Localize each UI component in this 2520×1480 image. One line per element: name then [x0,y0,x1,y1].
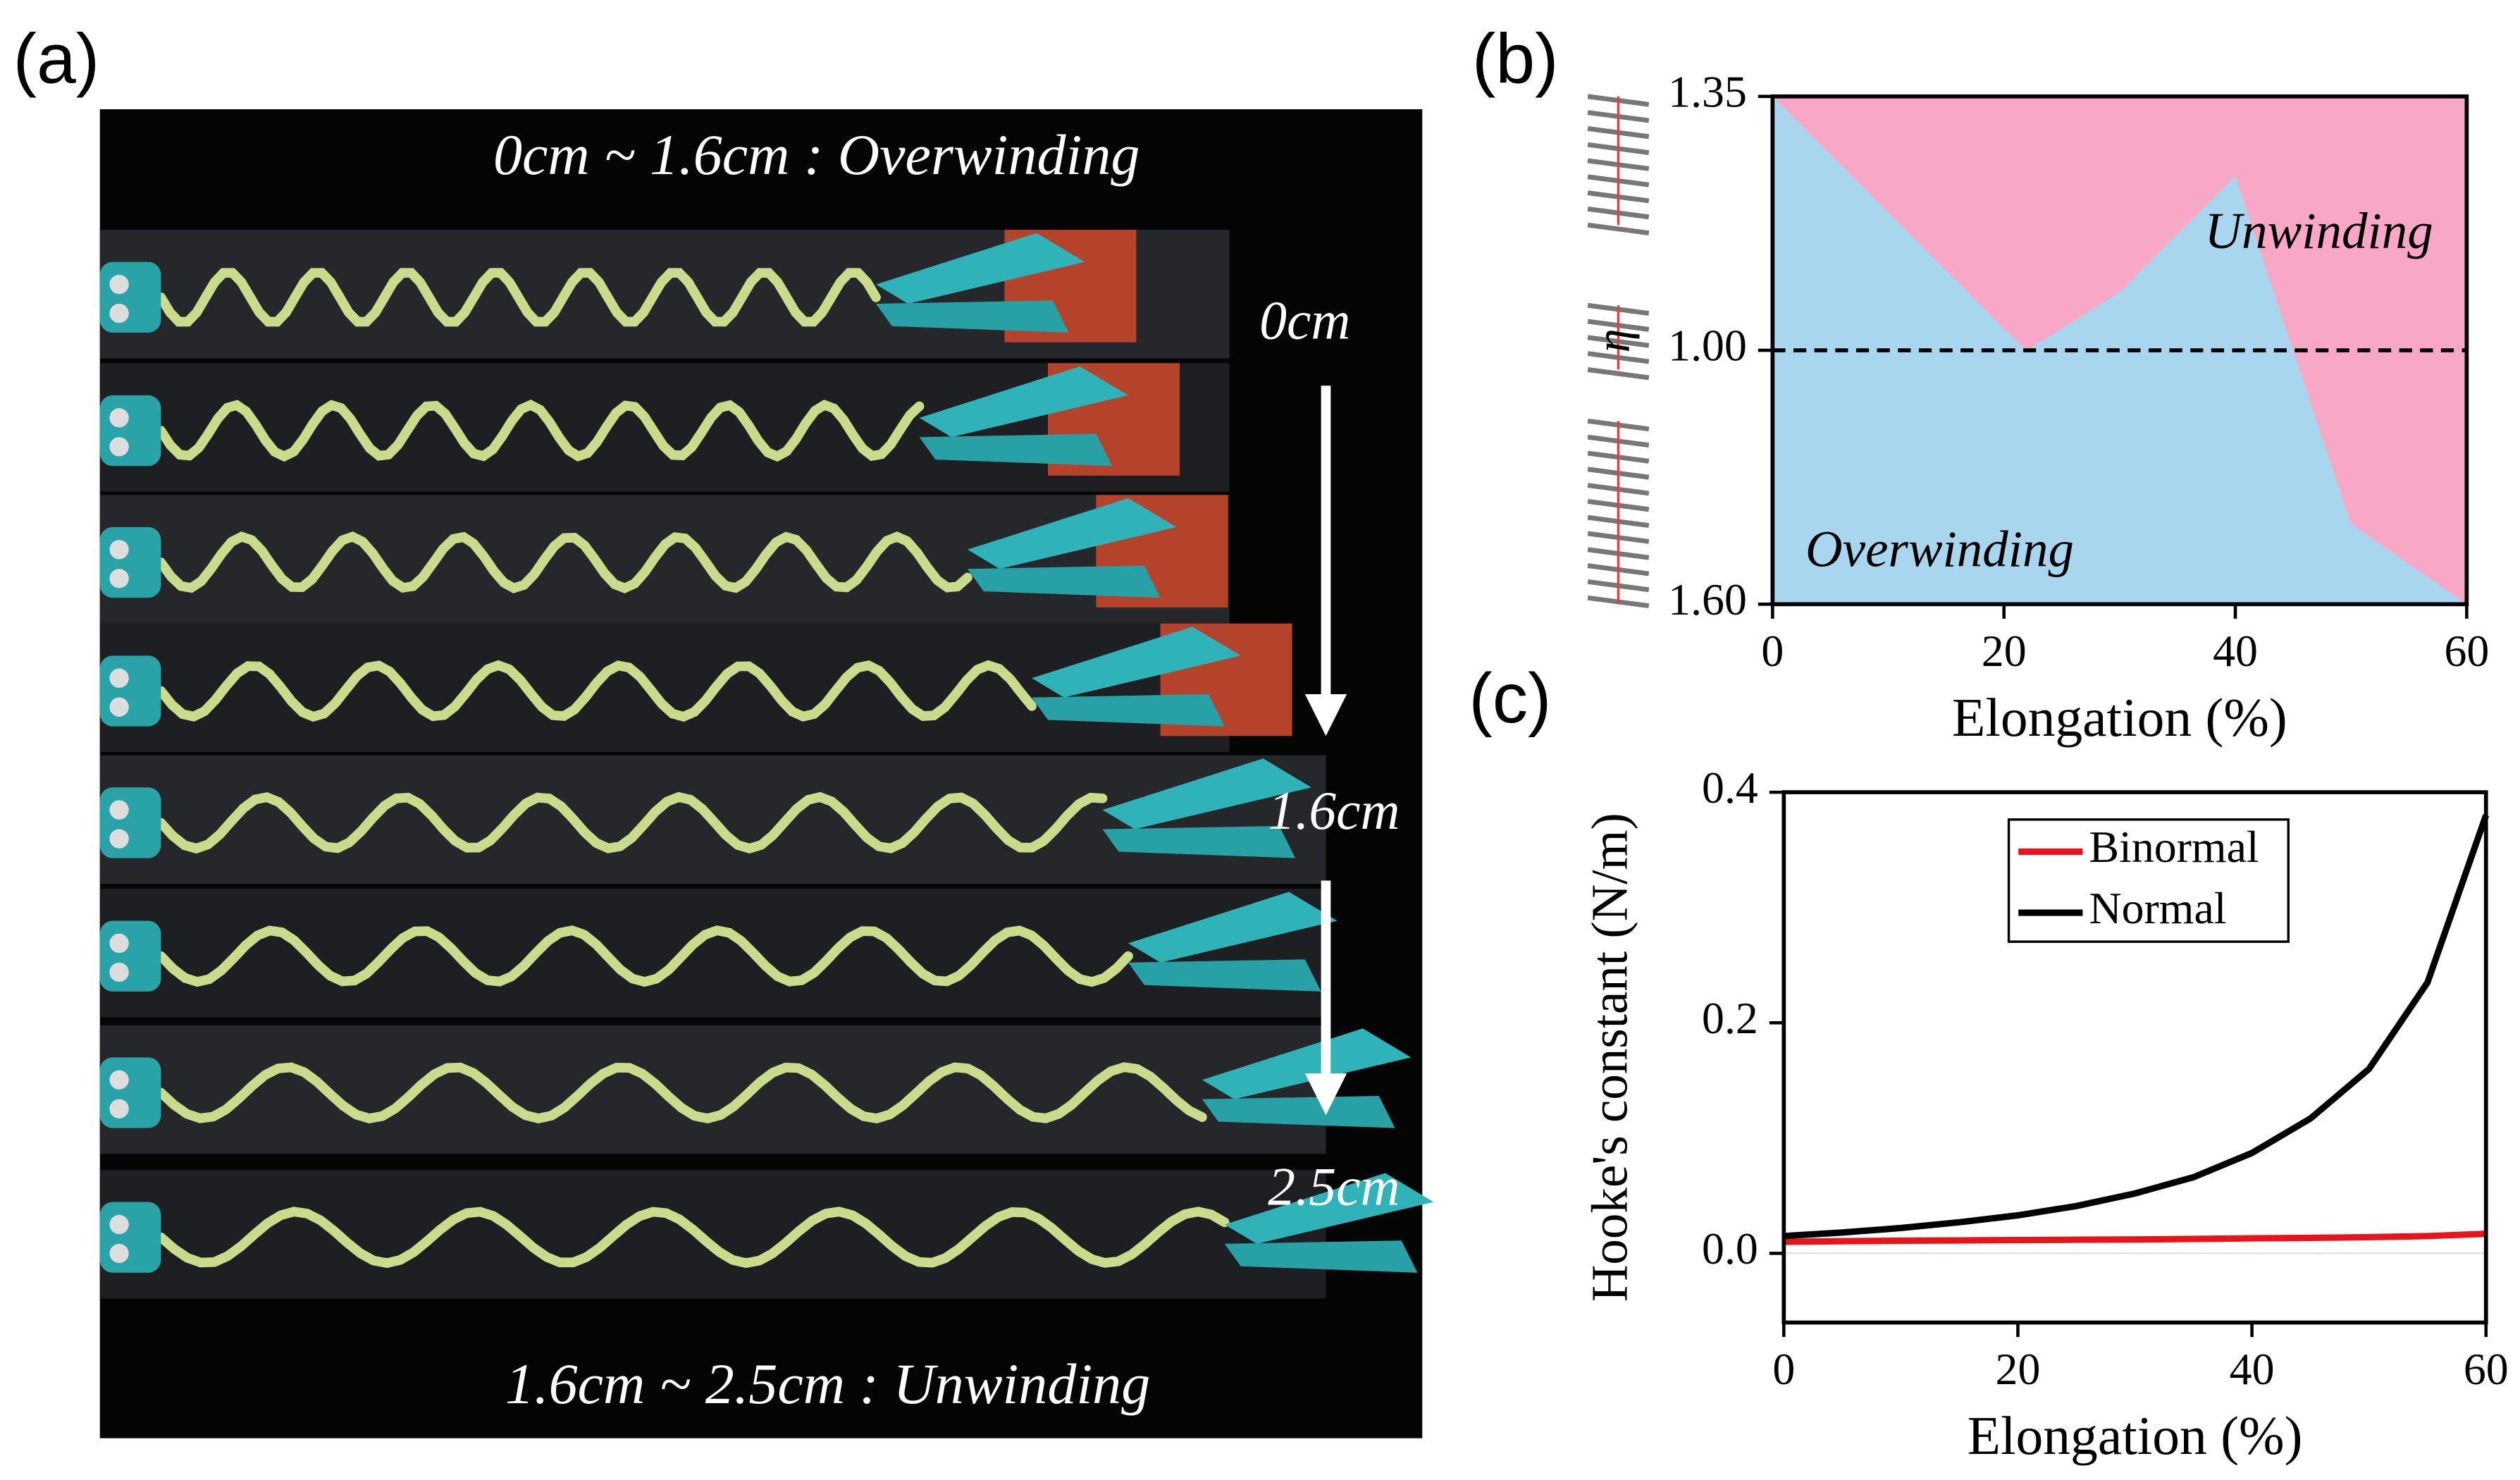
spring [156,400,925,462]
clip-dot [109,697,129,717]
panel-label: (c) [1469,659,1551,738]
y-tick-label: 0.2 [1702,993,1758,1043]
clip-dot [109,303,129,323]
spring [156,268,881,327]
clip [919,433,1113,467]
clip [99,395,161,467]
clip [1202,1028,1412,1099]
photo-springs [99,230,1434,1299]
series-line [1784,814,2490,1240]
x-tick-label: 20 [1996,1344,2041,1394]
photo-strip [99,888,1326,1018]
clip [1032,627,1241,698]
clip-dot [109,1243,129,1264]
clip [876,233,1085,304]
clip [99,920,161,992]
clip-dot [109,800,129,820]
arrow [1304,386,1347,736]
clip-dot [109,933,129,954]
x-tick-label: 0 [1772,1344,1795,1394]
x-tick-label: 60 [2464,1344,2509,1394]
x-tick-label: 0 [1761,626,1784,676]
y-tick-label: 1.60 [1668,574,1747,624]
clip-dot [109,1214,129,1235]
x-axis-label: Elongation (%) [1968,1405,2303,1466]
photo-title: 1.6cm ~ 2.5cm : Unwinding [505,1352,1150,1416]
y-axis-label: η [1586,328,1640,352]
clip [968,565,1161,598]
clip-dot [109,1070,129,1090]
clip [1102,825,1296,858]
clip [99,1057,161,1128]
photo-marker: 2.5cm [1268,1157,1400,1217]
x-tick-label: 20 [1982,626,2027,676]
clip [1224,1173,1434,1244]
clip [876,300,1069,333]
photo-title: 0cm ~ 1.6cm : Overwinding [493,123,1139,187]
legend-label: Normal [2089,883,2227,933]
y-tick-label: 1.35 [1668,66,1747,116]
region-label: Overwinding [1805,520,2074,577]
clip-dot [109,408,129,428]
clip-dot [109,437,129,457]
clip [968,498,1177,569]
spring [156,660,1037,722]
region-label: Unwinding [2204,202,2433,259]
legend-box [2007,818,2290,943]
plot-frame [1781,790,2488,1325]
clip [99,526,161,598]
clip [1128,892,1338,963]
spring [156,531,972,593]
y-tick-label: 0.4 [1702,763,1758,813]
spring [156,791,1108,854]
clip [1202,1096,1395,1128]
photo-marker: 0cm [1259,290,1350,351]
y-tick-label: 1.00 [1668,321,1747,371]
clip [99,655,161,727]
clip-dot [109,540,129,560]
clip [1128,959,1321,992]
legend-label: Binormal [2089,822,2259,872]
clip [99,1202,161,1273]
photo-strip [99,1025,1326,1154]
arrow [1304,880,1347,1116]
photo-strip [99,1169,1326,1299]
clip-dot [109,1099,129,1118]
clip [99,261,161,333]
clip-dot [109,962,129,982]
clip [1032,694,1225,727]
panel-label: (b) [1472,20,1559,99]
x-tick-label: 40 [2230,1344,2275,1394]
x-tick-label: 40 [2213,626,2258,676]
photo-strip [99,495,1230,624]
y-axis-label: Hooke's constant (N/m) [1581,813,1638,1302]
legend: Binormal Normal [2007,818,2290,943]
clip-dot [109,668,129,688]
x-axis-label: Elongation (%) [1952,687,2287,748]
clip-dot [109,829,129,849]
clip [1102,758,1311,830]
photo-strip [99,623,1230,753]
y-tick-label: 0.0 [1702,1223,1758,1274]
spring [156,1062,1207,1123]
spring [156,1207,1230,1269]
clip [1224,1240,1418,1273]
clip-dot [109,274,129,295]
series-line [1784,1231,2486,1245]
clip [99,787,161,858]
photo-marker: 1.6cm [1268,780,1400,841]
x-tick-label: 60 [2444,626,2489,676]
spring [156,925,1133,987]
clip [919,366,1129,438]
clip-dot [109,569,129,588]
panel-label: (a) [13,20,100,99]
